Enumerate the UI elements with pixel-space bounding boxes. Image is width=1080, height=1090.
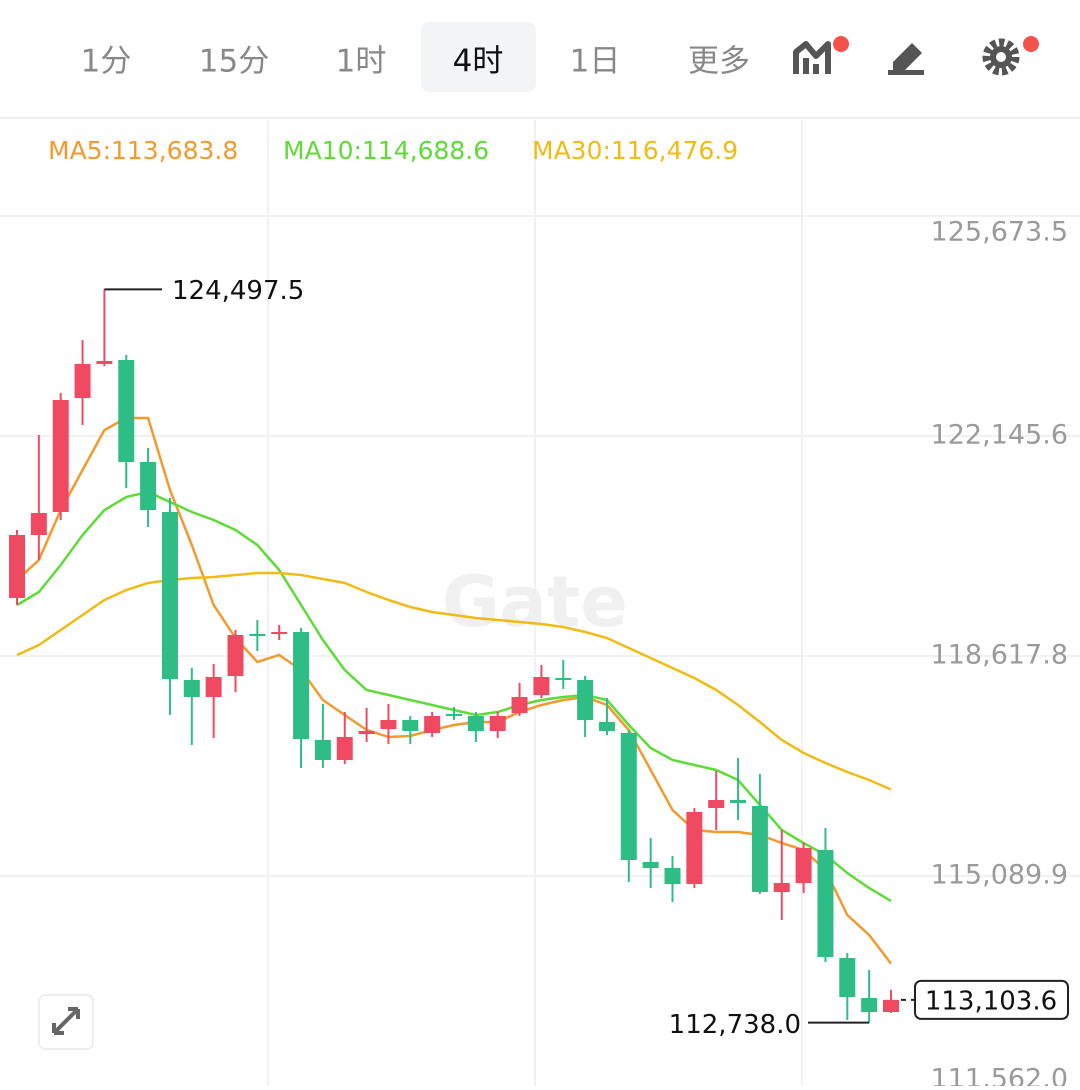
icon <box>793 41 831 74</box>
candle-body <box>861 998 878 1013</box>
candle-body <box>533 676 550 695</box>
candle-body <box>30 512 47 535</box>
candle-body <box>642 861 659 868</box>
candle-body <box>314 739 331 760</box>
candle-body <box>664 867 681 885</box>
candle-body <box>9 534 25 598</box>
tab-label: 1分 <box>81 44 132 80</box>
tab[interactable]: 更多 <box>688 44 750 80</box>
candle-body <box>817 849 834 957</box>
candle-body <box>74 363 91 398</box>
candle-body <box>336 736 353 760</box>
legend-entry: MA5:113,683.8 <box>48 136 238 165</box>
tab-active-bg <box>421 22 536 92</box>
candle-body <box>424 715 441 733</box>
candle-body <box>446 713 462 716</box>
annotation-label: 112,738.0 <box>669 1010 801 1040</box>
indicator-icon[interactable] <box>793 36 849 74</box>
candle-body <box>358 730 375 734</box>
icon <box>893 43 922 72</box>
candle-body <box>883 999 899 1013</box>
candle-body <box>205 676 222 697</box>
candle-body <box>249 633 266 636</box>
legend-entry: MA30:116,476.9 <box>532 136 738 165</box>
candle-body <box>271 631 288 634</box>
candle-body <box>511 696 528 713</box>
legend-entry: MA10:114,688.6 <box>283 136 489 165</box>
last-price-box <box>914 979 1069 1020</box>
y-tick-label: 111,562.0 <box>931 1064 1068 1087</box>
tab-label: 1时 <box>336 44 387 80</box>
y-tick-label: 122,145.6 <box>931 420 1068 451</box>
candle-body <box>773 882 790 893</box>
candle-body <box>751 806 768 893</box>
tab[interactable]: 15分 <box>199 44 269 80</box>
last-price-label: 113,103.6 <box>925 986 1057 1016</box>
tab[interactable]: 4时 <box>421 22 536 92</box>
icon <box>996 52 1006 62</box>
candle-body <box>730 799 747 804</box>
icon <box>888 70 924 75</box>
watermark: Gate <box>442 561 628 643</box>
tab-label: 更多 <box>688 44 750 80</box>
tab-label: 15分 <box>199 44 269 80</box>
candle-body <box>708 799 725 808</box>
candle-body <box>598 721 615 731</box>
candle-body <box>183 679 200 697</box>
candle-body <box>293 631 310 739</box>
expand-button[interactable] <box>38 994 94 1050</box>
candle-body <box>402 719 419 731</box>
tab-label: 1日 <box>570 44 621 80</box>
tab[interactable]: 1时 <box>336 44 387 80</box>
candle-body <box>839 957 856 997</box>
candle-body <box>227 634 244 676</box>
badge <box>1023 36 1039 52</box>
tab[interactable]: 1分 <box>81 44 132 80</box>
icon <box>982 38 1020 76</box>
candle-body <box>380 719 397 729</box>
candle-body <box>52 399 69 512</box>
settings-icon[interactable] <box>982 36 1039 76</box>
candle-body <box>686 811 703 885</box>
candle-body <box>118 359 135 462</box>
candle-body <box>467 715 484 731</box>
annotation-label: 124,497.5 <box>172 276 304 306</box>
candle-body <box>140 461 157 510</box>
candle-body <box>620 732 637 860</box>
y-tick-label: 125,673.5 <box>931 217 1068 248</box>
ma-line <box>16 416 892 965</box>
tab-label: 4时 <box>453 44 504 80</box>
candle-body <box>96 360 113 364</box>
y-tick-label: 118,617.8 <box>931 639 1068 670</box>
badge <box>833 36 849 52</box>
candle-body <box>489 715 506 731</box>
icon <box>52 1007 80 1035</box>
y-tick-label: 115,089.9 <box>931 859 1068 890</box>
tab[interactable]: 1日 <box>570 44 621 80</box>
draw-icon[interactable] <box>888 43 924 75</box>
candle-body <box>795 847 812 883</box>
candle-body <box>161 511 178 679</box>
candle-body <box>555 677 572 680</box>
candle-body <box>577 679 594 720</box>
